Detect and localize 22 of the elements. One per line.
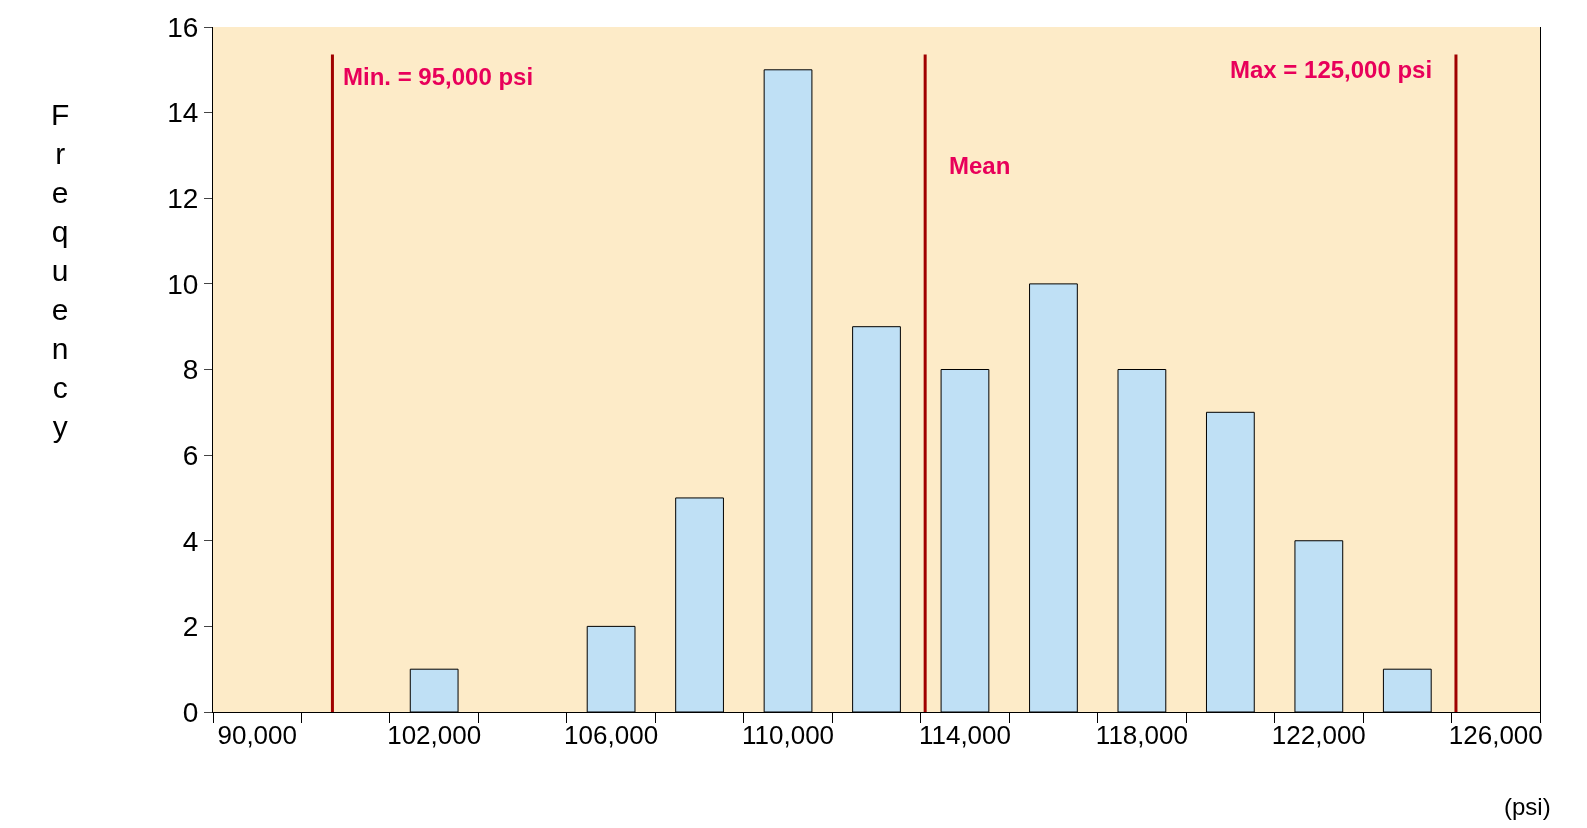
y-tick-label: 6 xyxy=(182,439,199,471)
x-tick-label: 118,000 xyxy=(1095,720,1188,751)
x-tick-label: 126,000 xyxy=(1448,720,1543,751)
y-tick-label: 4 xyxy=(182,525,199,557)
x-tick-label: 102,000 xyxy=(387,720,482,751)
y-tick-label: 14 xyxy=(167,97,199,129)
x-axis-title: (psi) xyxy=(1504,793,1551,820)
annotation: Mean xyxy=(949,152,1011,179)
x-tick-label: 110,000 xyxy=(742,720,835,751)
y-tick-label: 12 xyxy=(167,183,199,215)
x-tick-label: 90,000 xyxy=(217,720,297,751)
x-tick-label: 114,000 xyxy=(918,720,1011,751)
y-tick-label: 8 xyxy=(182,354,199,386)
y-tick-label: 0 xyxy=(182,696,199,728)
annotation: Min. = 95,000 psi xyxy=(343,63,534,90)
y-tick-label: 10 xyxy=(167,268,199,300)
y-tick-label: 2 xyxy=(182,611,199,643)
x-tick-label: 106,000 xyxy=(564,720,659,751)
annotation: Max = 125,000 psi xyxy=(1230,56,1433,83)
text: Frequency xyxy=(51,98,70,443)
x-tick-label: 122,000 xyxy=(1271,720,1366,751)
y-tick-label: 16 xyxy=(167,11,199,43)
